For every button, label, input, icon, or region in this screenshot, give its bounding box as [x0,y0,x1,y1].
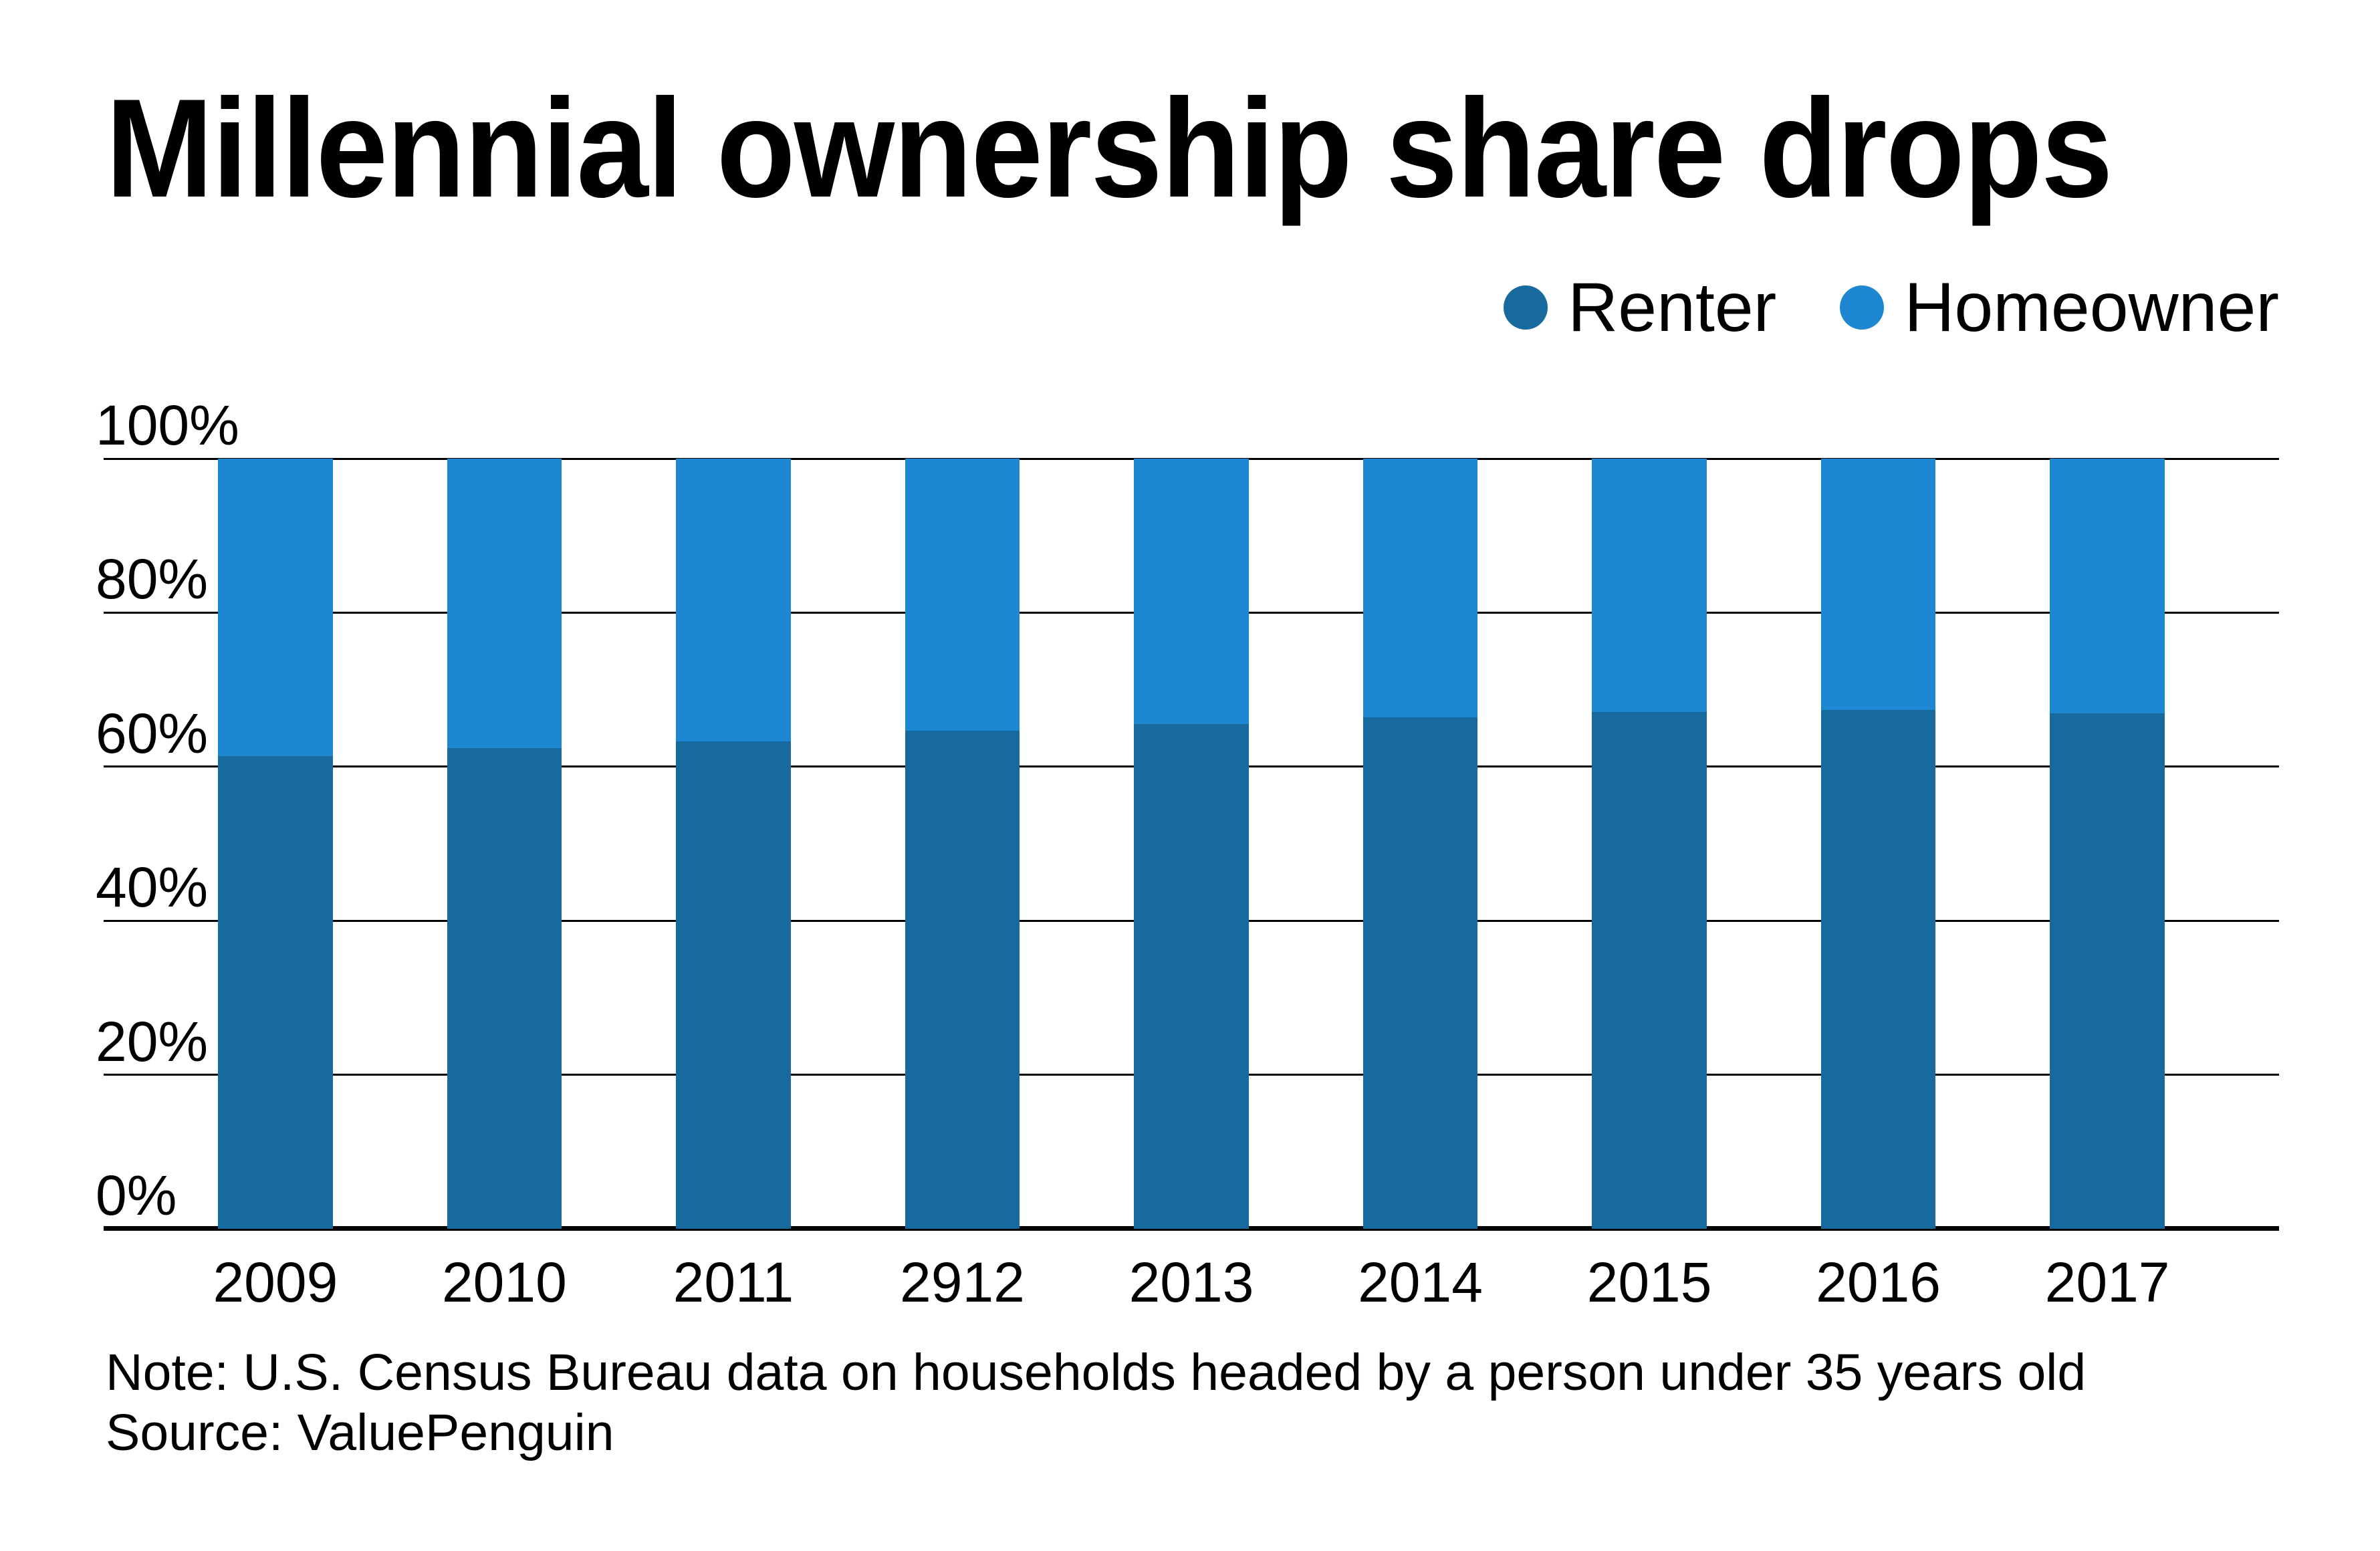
gridline [104,457,2279,460]
y-axis-tick-label: 40% [96,856,209,919]
y-axis-tick-label: 20% [96,1009,209,1073]
bar-segment-renter-2015 [1592,712,1707,1229]
legend-label-homeowner: Homeowner [1904,269,2279,346]
bar-segment-renter-2013 [1134,724,1249,1229]
bar-segment-renter-2009 [218,755,333,1229]
bar-segment-renter-2014 [1362,717,1478,1229]
plot-area [104,457,2279,1231]
legend-item-renter: Renter [1504,273,1776,342]
bar-segment-homeowner-2011 [676,459,791,741]
bar-segment-homeowner-2013 [1134,459,1249,725]
bar-segment-renter-2011 [676,741,791,1229]
bar-segment-renter-2017 [2050,713,2165,1229]
x-axis-label: 2014 [1358,1251,1483,1314]
renter-legend-dot-icon [1504,285,1548,330]
note-text: Note: U.S. Census Bureau data on househo… [106,1344,2087,1401]
y-axis-tick-label: 60% [96,701,209,765]
x-axis-label: 2010 [441,1251,567,1314]
bar-segment-homeowner-2017 [2050,459,2165,714]
bar-segment-renter-2010 [447,748,562,1229]
bar-segment-homeowner-2014 [1362,459,1478,718]
legend-item-homeowner: Homeowner [1840,273,2279,342]
chart-title: Millennial ownership share drops [106,70,2113,227]
x-axis-label: 2009 [213,1251,338,1314]
bar-segment-homeowner-2009 [218,459,333,756]
bar-segment-renter-2912 [905,730,1020,1229]
x-axis-label: 2016 [1816,1251,1941,1314]
footnote: Note: U.S. Census Bureau data on househo… [106,1342,2086,1463]
source-text: Source: ValuePenguin [106,1404,614,1462]
legend-label-renter: Renter [1568,269,1777,346]
x-axis-label: 2013 [1128,1251,1254,1314]
bar-segment-renter-2016 [1820,709,1936,1229]
x-axis-label: 2015 [1586,1251,1712,1314]
y-axis-tick-label: 0% [96,1164,177,1227]
y-axis-tick-label: 80% [96,548,209,611]
legend: Renter Homeowner [1504,273,2279,342]
homeowner-legend-dot-icon [1840,285,1885,330]
x-axis-label: 2011 [673,1251,794,1314]
bar-segment-homeowner-2912 [905,459,1020,731]
x-axis-label: 2017 [2044,1251,2170,1314]
bar-segment-homeowner-2010 [447,459,562,749]
x-axis-label: 2912 [900,1251,1025,1314]
bar-segment-homeowner-2016 [1820,459,1936,710]
bar-segment-homeowner-2015 [1592,459,1707,713]
y-axis-tick-label: 100% [96,394,239,457]
